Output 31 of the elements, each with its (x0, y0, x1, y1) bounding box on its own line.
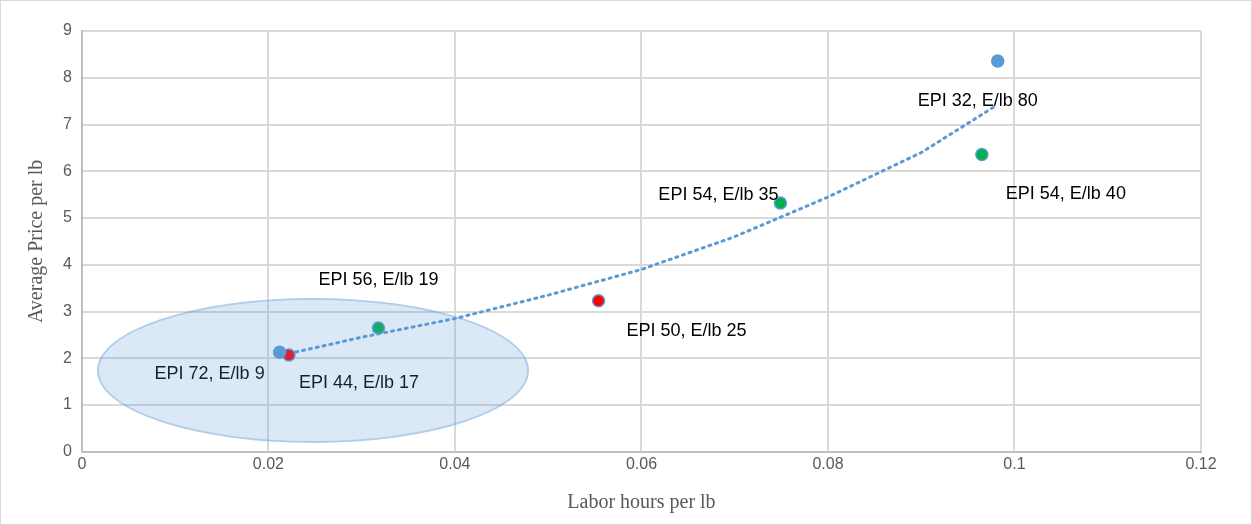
y-tick-label: 8 (62, 68, 72, 86)
y-tick-label: 6 (62, 161, 72, 179)
y-tick-label: 2 (62, 348, 72, 366)
annotation: EPI 44, E/lb 17 (298, 371, 419, 392)
y-tick-label: 7 (62, 114, 72, 132)
y-tick-label: 3 (62, 301, 72, 319)
annotation: EPI 50, E/lb 25 (626, 319, 747, 340)
annotation: EPI 56, E/lb 19 (318, 268, 439, 289)
annotation: EPI 72, E/lb 9 (154, 363, 265, 384)
y-axis-title: Average Price per lb (24, 159, 48, 324)
x-tick-label: 0 (77, 454, 87, 472)
x-tick-label: 0.06 (625, 454, 658, 472)
annotation: EPI 54, E/lb 35 (658, 184, 779, 205)
y-tick-label: 4 (62, 255, 72, 273)
x-tick-label: 0.02 (252, 454, 285, 472)
x-tick-label: 0.12 (1185, 454, 1217, 472)
x-tick-label: 0.08 (812, 454, 844, 472)
x-axis-title: Labor hours per lb (567, 490, 716, 514)
y-tick-label: 0 (62, 442, 72, 460)
annotation: EPI 32, E/lb 80 (917, 89, 1038, 110)
y-tick-label: 9 (62, 21, 72, 39)
y-tick-label: 1 (62, 395, 72, 413)
x-tick-label: 0.04 (439, 454, 471, 472)
point (371, 321, 386, 335)
point (990, 54, 1005, 68)
x-tick-label: 0.1 (1003, 454, 1026, 472)
annotation: EPI 54, E/lb 40 (1005, 183, 1126, 204)
point (591, 294, 606, 308)
y-tick-label: 5 (62, 208, 72, 226)
point (975, 147, 989, 162)
point (272, 345, 287, 359)
